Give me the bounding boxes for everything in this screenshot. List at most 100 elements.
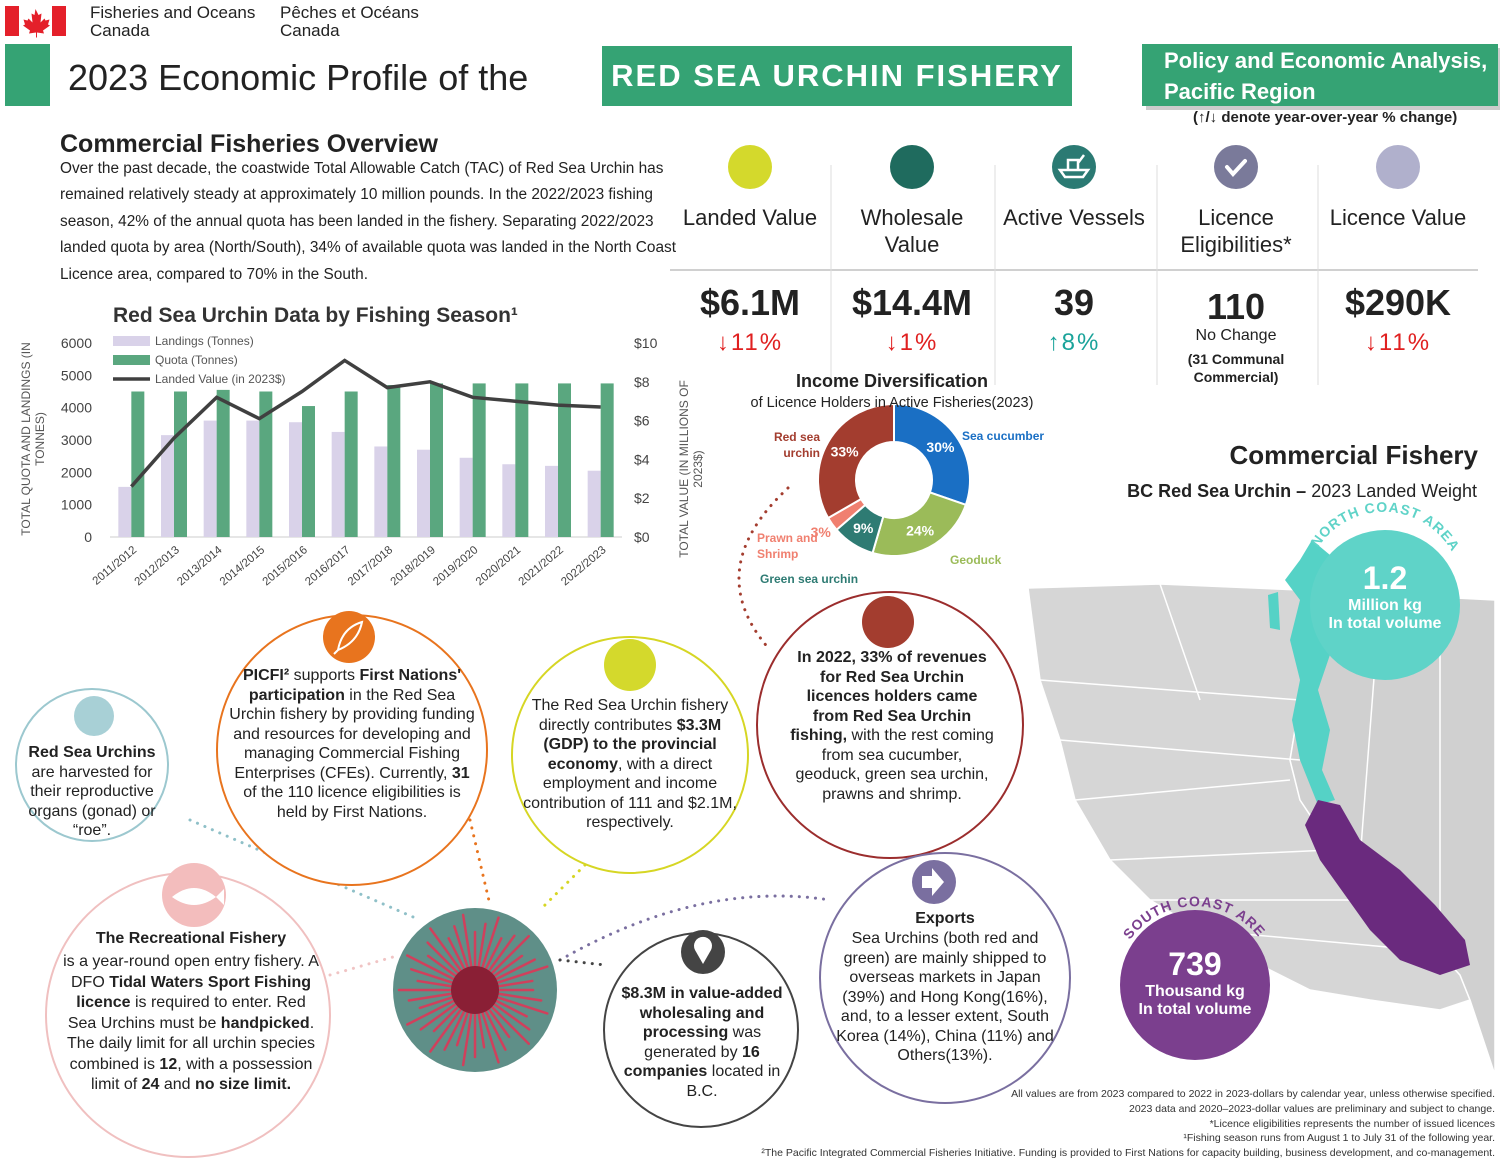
kpi-value: $290K	[1344, 282, 1452, 323]
x-tick-label: 2019/2020	[431, 544, 480, 588]
x-tick-label: 2015/2016	[261, 544, 310, 588]
callout-value-added: $8.3M in value-added wholesaling and pro…	[617, 984, 787, 1101]
map-subtitle: BC Red Sea Urchin – 2023 Landed Weight	[1127, 481, 1477, 502]
north-note: In total volume	[1328, 615, 1442, 632]
dept-fr-line: Pêches et Océans	[280, 3, 419, 22]
spike	[443, 1006, 468, 1051]
unit-box	[1142, 44, 1498, 106]
kpi-value: $14.4M	[851, 282, 973, 323]
y-axis-label: TOTAL QUOTA AND LANDINGS (IN TONNES)	[19, 342, 47, 536]
callout-circle	[819, 852, 1071, 1104]
bar	[545, 465, 558, 537]
value-line	[130, 358, 601, 488]
north-unit: Million kg	[1348, 597, 1422, 614]
spike	[418, 994, 458, 1010]
donut-value-label: 24%	[906, 523, 935, 539]
dept-fr-line: Canada	[280, 21, 340, 40]
icon-boat	[1057, 154, 1091, 179]
bar	[246, 420, 260, 537]
x-tick-label: 2022/2023	[559, 544, 608, 588]
spike	[461, 1008, 474, 1067]
spike	[476, 1008, 486, 1049]
north-value: 1.2	[1362, 560, 1408, 596]
y2-axis-label: TOTAL VALUE (IN MILLIONS OF 2023$)	[677, 380, 705, 558]
text-segment: located in B.C.	[686, 1063, 781, 1100]
donut-value-label: 33%	[831, 444, 860, 460]
kpi-change: ↓11%	[716, 329, 784, 356]
text-segment: 24	[141, 1076, 160, 1093]
bar	[203, 420, 217, 537]
icon-arrow	[922, 868, 944, 896]
overview-text: Over the past decade, the coastwide Tota…	[60, 160, 677, 283]
donut-value-label: 9%	[853, 520, 874, 536]
spike	[492, 965, 549, 986]
map-subtitle-rest: 2023 Landed Weight	[1311, 481, 1477, 501]
flag-bar	[52, 6, 66, 36]
callout-heading: Exports	[915, 910, 975, 927]
bar	[459, 457, 473, 537]
spikes	[397, 913, 549, 1067]
unit-title: Policy and Economic Analysis, Pacific Re…	[1164, 48, 1488, 104]
page-title: 2023 Economic Profile of the	[68, 57, 529, 98]
spike	[479, 1007, 500, 1064]
text-segment: 31	[451, 764, 470, 782]
bar	[515, 383, 529, 537]
donut-slice	[817, 402, 895, 520]
kpi-value: $6.1M	[699, 282, 801, 323]
text-segment: and	[159, 1076, 196, 1093]
north-stat: 1.2 Million kg In total volume	[1310, 560, 1460, 633]
donut-category-label: Geoduck	[950, 553, 1002, 567]
spike	[429, 927, 465, 976]
callout-circle	[511, 636, 749, 874]
donut-value-label: 3%	[811, 524, 832, 540]
bar	[131, 391, 145, 537]
kpi-value: 110	[1206, 286, 1266, 327]
dept-en-line: Fisheries and Oceans	[90, 3, 256, 22]
callout-revenue: In 2022, 33% of revenues for Red Sea Urc…	[790, 648, 994, 804]
spike	[489, 954, 524, 980]
spike	[406, 954, 459, 983]
callout-heading: The Recreational Fishery	[95, 930, 287, 947]
text-segment: PICFI²	[242, 667, 290, 684]
spike	[426, 941, 463, 978]
spike	[489, 1000, 531, 1031]
kpi-label: Active Vessels	[1003, 205, 1145, 230]
text-segment: , with a direct employment and income co…	[523, 755, 737, 832]
bar	[374, 446, 388, 537]
footnotes: All values are from 2023 compared to 202…	[761, 1087, 1495, 1159]
text-segment: Tidal Waters Sport Fishing licence	[76, 973, 311, 1012]
spike	[406, 997, 459, 1026]
y-tick-label: 4000	[61, 400, 92, 416]
map-subtitle-bold: BC Red Sea Urchin –	[1127, 481, 1307, 501]
bar	[216, 389, 230, 537]
kpi-label: Licence Eligibilities*	[1180, 205, 1292, 257]
spike	[461, 913, 474, 972]
donut-subtitle: of Licence Holders in Active Fisheries(2…	[750, 395, 1034, 411]
bar	[502, 464, 516, 537]
spike	[407, 991, 457, 1002]
spike	[482, 1006, 507, 1051]
donut-category-label: Red sea urchin	[773, 430, 820, 460]
y2-tick-label: $4	[634, 451, 650, 467]
text-segment: was generated by	[644, 1024, 762, 1061]
fishery-title: RED SEA URCHIN FISHERY	[611, 58, 1063, 93]
spike	[491, 958, 536, 983]
bar	[344, 391, 358, 537]
flag-bar	[5, 6, 19, 36]
text-segment: in the Red Sea Urchin fishery by providi…	[229, 686, 475, 782]
spike	[476, 922, 487, 972]
spike	[429, 1004, 465, 1053]
x-tick-label: 2012/2013	[133, 544, 182, 588]
icon	[604, 639, 656, 691]
y2-tick-label: $10	[634, 335, 658, 351]
kpi-icon	[1052, 145, 1096, 189]
y-tick-label: 3000	[61, 432, 92, 448]
text-segment: In 2022, 33% of revenues for Red Sea Urc…	[790, 649, 987, 744]
dept-en-line: Canada	[90, 21, 150, 40]
text-segment: First Nations' participation	[248, 667, 462, 704]
donut-slice	[893, 402, 971, 507]
bar	[174, 391, 187, 537]
callout-circle	[756, 591, 1024, 859]
